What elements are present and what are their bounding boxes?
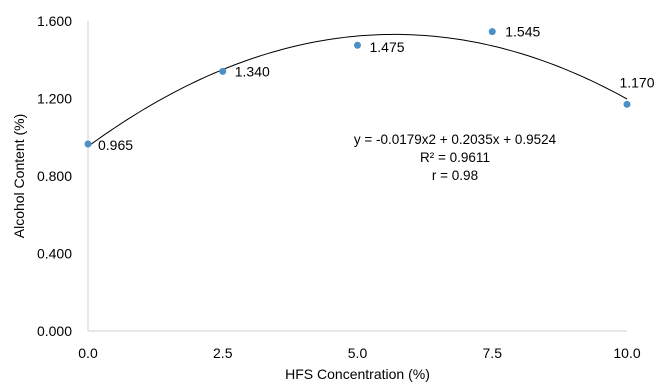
x-tick-label: 2.5 — [213, 345, 233, 361]
y-tick-label: 1.600 — [37, 13, 72, 29]
data-point — [84, 140, 92, 148]
r-value-text: r = 0.98 — [432, 168, 478, 183]
x-axis-ticks: 0.0 2.5 5.0 7.5 10.0 — [78, 345, 641, 361]
data-label: 0.965 — [98, 137, 133, 153]
data-point — [488, 28, 496, 36]
x-tick-label: 7.5 — [483, 345, 503, 361]
data-points — [84, 28, 631, 148]
equation-text: y = -0.0179x2 + 0.2035x + 0.9524 — [354, 132, 557, 147]
trendline — [87, 33, 628, 147]
y-tick-label: 0.000 — [37, 323, 72, 339]
x-tick-label: 10.0 — [613, 345, 640, 361]
y-axis-title: Alcohol Content (%) — [11, 114, 27, 239]
data-point — [219, 67, 227, 75]
data-label: 1.340 — [235, 63, 270, 79]
data-label: 1.475 — [370, 39, 405, 55]
y-tick-label: 0.400 — [37, 246, 72, 262]
data-labels: 0.965 1.340 1.475 1.545 1.170 — [98, 24, 655, 153]
y-tick-label: 1.200 — [37, 91, 72, 107]
x-tick-label: 0.0 — [78, 345, 98, 361]
y-tick-label: 0.800 — [37, 168, 72, 184]
x-axis-title: HFS Concentration (%) — [285, 366, 430, 382]
data-label: 1.170 — [619, 74, 654, 90]
x-tick-label: 5.0 — [348, 345, 368, 361]
trendline-equation: y = -0.0179x2 + 0.2035x + 0.9524 R² = 0.… — [354, 132, 557, 183]
r-squared-text: R² = 0.9611 — [420, 150, 490, 165]
data-label: 1.545 — [505, 24, 540, 40]
data-point — [623, 100, 631, 108]
y-axis-ticks: 0.000 0.400 0.800 1.200 1.600 — [37, 13, 72, 339]
data-point — [354, 41, 361, 49]
